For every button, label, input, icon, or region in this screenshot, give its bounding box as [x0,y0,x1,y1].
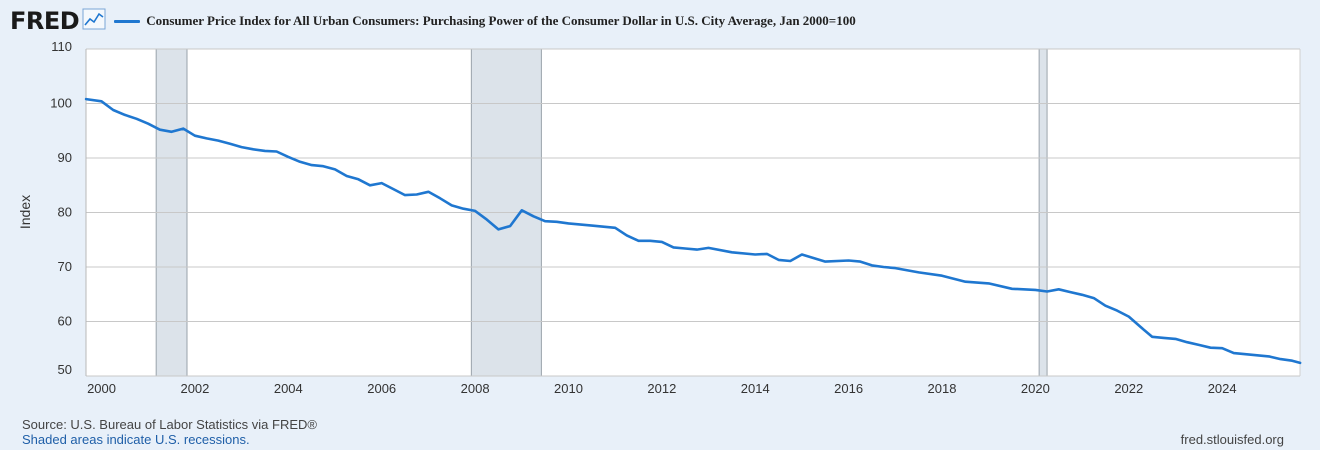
y-tick-label: 110 [51,39,72,54]
fred-url-link[interactable]: fred.stlouisfed.org [1180,432,1284,447]
x-tick-label: 2016 [834,381,863,396]
y-tick-label: 50 [58,362,72,377]
chart-header: FRED Consumer Price Index for All Urban … [10,6,856,36]
x-tick-label: 2008 [461,381,490,396]
x-tick-label: 2024 [1208,381,1237,396]
fred-logo[interactable]: FRED [10,7,80,35]
y-tick-label: 60 [58,314,72,329]
x-tick-label: 2012 [647,381,676,396]
chart-title: Consumer Price Index for All Urban Consu… [146,13,856,28]
line-graph-icon [82,8,106,35]
x-tick-label: 2020 [1021,381,1050,396]
y-tick-label: 100 [50,96,72,111]
series-layer [84,97,1302,365]
source-note: Source: U.S. Bureau of Labor Statistics … [22,417,317,432]
y-tick-label: 70 [58,259,72,274]
x-tick-label: 2004 [274,381,303,396]
series-line [84,97,1302,365]
x-tick-label: 2010 [554,381,583,396]
y-tick-label: 80 [58,205,72,220]
x-tick-label: 2006 [367,381,396,396]
x-tick-label: 2002 [180,381,209,396]
x-tick-label: 2014 [741,381,770,396]
y-axis-label: Index [17,195,33,229]
x-tick-label: 2000 [87,381,116,396]
legend-swatch [114,19,141,23]
x-tick-label: 2018 [928,381,957,396]
recession-note[interactable]: Shaded areas indicate U.S. recessions. [22,432,250,447]
x-axis-ticks: 2000 2002 2004 2006 2008 2010 2012 2014 2016 2018… [87,381,1237,396]
x-tick-label: 2022 [1114,381,1143,396]
y-tick-label: 90 [58,150,72,165]
y-axis-ticks: 50 60 70 80 90 100 110 [50,39,72,377]
